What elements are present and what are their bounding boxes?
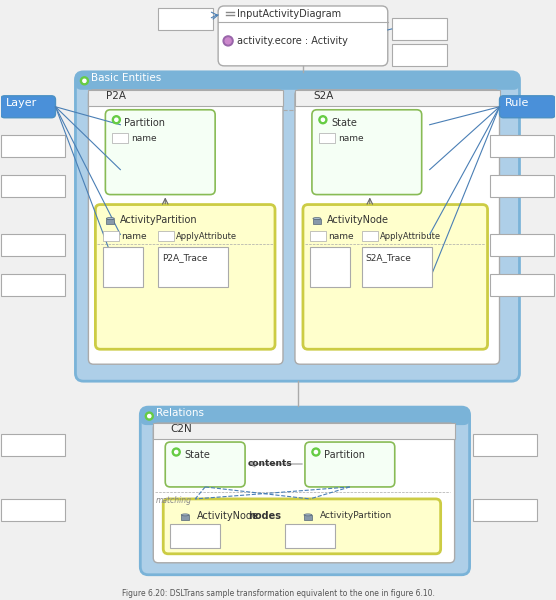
FancyBboxPatch shape bbox=[305, 442, 395, 487]
Text: S2A_Trace: S2A_Trace bbox=[366, 253, 411, 262]
Text: nodes: nodes bbox=[248, 511, 281, 521]
Bar bbox=[489, 274, 554, 296]
FancyBboxPatch shape bbox=[140, 407, 470, 425]
Ellipse shape bbox=[106, 218, 115, 220]
Circle shape bbox=[81, 77, 88, 85]
Circle shape bbox=[112, 116, 120, 124]
Bar bbox=[285, 524, 335, 548]
Bar bbox=[88, 90, 283, 106]
FancyBboxPatch shape bbox=[106, 110, 215, 194]
Bar bbox=[170, 524, 220, 548]
Text: Figure 6.20: DSLTrans sample transformation equivalent to the one in figure 6.10: Figure 6.20: DSLTrans sample transformat… bbox=[122, 589, 434, 598]
Bar bbox=[153, 423, 455, 439]
Bar bbox=[392, 44, 446, 66]
Text: InputActivityDiagram: InputActivityDiagram bbox=[237, 9, 341, 19]
Bar bbox=[304, 515, 312, 520]
Text: ActivityNode: ActivityNode bbox=[197, 511, 259, 521]
Bar bbox=[158, 232, 174, 241]
FancyBboxPatch shape bbox=[76, 72, 519, 381]
Bar bbox=[313, 218, 321, 224]
Bar bbox=[489, 235, 554, 256]
FancyBboxPatch shape bbox=[499, 96, 555, 118]
Text: ApplyAttribute: ApplyAttribute bbox=[380, 232, 441, 241]
Text: name: name bbox=[131, 134, 157, 143]
Text: name: name bbox=[338, 134, 364, 143]
Circle shape bbox=[225, 38, 231, 44]
FancyBboxPatch shape bbox=[153, 423, 455, 563]
Text: S2A: S2A bbox=[313, 91, 333, 101]
Bar bbox=[1, 135, 66, 157]
Circle shape bbox=[319, 116, 327, 124]
Bar bbox=[310, 247, 350, 287]
Circle shape bbox=[115, 118, 118, 121]
Bar bbox=[158, 247, 228, 287]
Ellipse shape bbox=[313, 218, 321, 220]
Text: ApplyAttribute: ApplyAttribute bbox=[176, 232, 237, 241]
Bar bbox=[158, 8, 213, 30]
Bar bbox=[489, 175, 554, 197]
Text: ActivityPartition: ActivityPartition bbox=[320, 511, 392, 520]
Circle shape bbox=[223, 36, 233, 46]
FancyBboxPatch shape bbox=[218, 6, 388, 66]
Bar bbox=[103, 247, 143, 287]
Text: Basic Entities: Basic Entities bbox=[91, 73, 162, 83]
Text: P2A_Trace: P2A_Trace bbox=[162, 253, 208, 262]
Text: Partition: Partition bbox=[324, 450, 365, 460]
Bar bbox=[489, 135, 554, 157]
Circle shape bbox=[175, 451, 178, 454]
Bar bbox=[181, 515, 189, 520]
Bar bbox=[1, 175, 66, 197]
Bar bbox=[319, 133, 335, 143]
Ellipse shape bbox=[181, 514, 189, 516]
Circle shape bbox=[145, 412, 153, 420]
Circle shape bbox=[83, 79, 86, 82]
Bar bbox=[1, 434, 66, 456]
Text: activity.ecore : Activity: activity.ecore : Activity bbox=[237, 36, 348, 46]
Circle shape bbox=[321, 118, 325, 121]
Text: Rule: Rule bbox=[504, 98, 529, 108]
Bar bbox=[106, 218, 115, 224]
Bar bbox=[362, 232, 378, 241]
Text: P2A: P2A bbox=[106, 91, 126, 101]
FancyBboxPatch shape bbox=[96, 205, 275, 349]
Text: C2N: C2N bbox=[170, 424, 192, 434]
FancyBboxPatch shape bbox=[312, 110, 421, 194]
FancyBboxPatch shape bbox=[295, 90, 499, 364]
Bar bbox=[362, 247, 431, 287]
Text: ActivityPartition: ActivityPartition bbox=[120, 215, 198, 224]
Text: name: name bbox=[328, 232, 354, 241]
FancyBboxPatch shape bbox=[140, 407, 470, 575]
Bar bbox=[392, 18, 446, 40]
Text: State: State bbox=[331, 118, 357, 128]
FancyBboxPatch shape bbox=[1, 96, 56, 118]
Bar bbox=[295, 90, 499, 106]
Bar bbox=[473, 434, 538, 456]
Text: ActivityNode: ActivityNode bbox=[327, 215, 389, 224]
Text: State: State bbox=[184, 450, 210, 460]
Text: name: name bbox=[121, 232, 147, 241]
Circle shape bbox=[148, 415, 151, 418]
Text: Layer: Layer bbox=[6, 98, 37, 108]
FancyBboxPatch shape bbox=[165, 442, 245, 487]
FancyBboxPatch shape bbox=[303, 205, 488, 349]
Bar bbox=[1, 235, 66, 256]
FancyBboxPatch shape bbox=[163, 499, 441, 554]
Circle shape bbox=[312, 448, 320, 456]
Bar bbox=[1, 499, 66, 521]
Text: Partition: Partition bbox=[125, 118, 165, 128]
Ellipse shape bbox=[304, 514, 312, 516]
Bar bbox=[112, 133, 128, 143]
Bar bbox=[310, 232, 326, 241]
Text: matching: matching bbox=[155, 496, 191, 505]
Bar bbox=[473, 499, 538, 521]
Bar bbox=[1, 274, 66, 296]
FancyBboxPatch shape bbox=[88, 90, 283, 364]
Text: contents: contents bbox=[248, 459, 293, 468]
FancyBboxPatch shape bbox=[76, 72, 519, 90]
Circle shape bbox=[172, 448, 180, 456]
Circle shape bbox=[314, 451, 317, 454]
Text: Relations: Relations bbox=[156, 408, 204, 418]
Bar bbox=[103, 232, 120, 241]
